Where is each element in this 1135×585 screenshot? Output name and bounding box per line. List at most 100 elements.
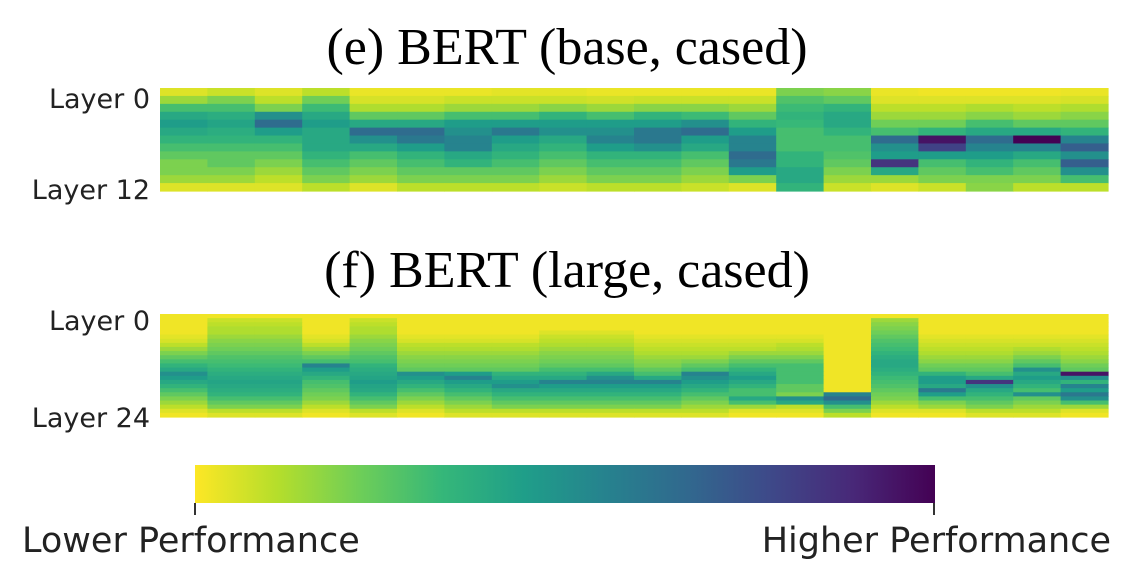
panel-e-cell-l8-c1	[207, 151, 256, 160]
panel-f-cell-l10-c6	[444, 355, 493, 360]
panel-f-cell-l4-c1	[207, 330, 256, 336]
panel-f-cell-l23-c13	[776, 408, 825, 414]
panel-f-cell-l20-c4	[349, 396, 398, 402]
panel-e-cell-l7-c9	[586, 143, 635, 152]
panel-f-cell-l22-c8	[539, 404, 588, 410]
panel-f-cell-l21-c16	[918, 400, 967, 406]
panel-f-cell-l21-c2	[254, 400, 303, 406]
panel-f-cell-l1-c16	[918, 318, 967, 323]
panel-e-cell-l5-c12	[728, 127, 777, 137]
panel-f-cell-l0-c11	[681, 314, 730, 319]
panel-f-cell-l2-c17	[965, 322, 1014, 327]
panel-f-cell-l2-c2	[254, 322, 303, 327]
panel-f-cell-l6-c11	[681, 338, 730, 344]
panel-f-cell-l8-c11	[681, 346, 730, 352]
panel-f-cell-l3-c4	[349, 326, 398, 332]
panel-f-cell-l19-c13	[776, 392, 825, 397]
panel-f-cell-l16-c0	[160, 379, 208, 385]
panel-f-cell-l11-c14	[823, 359, 872, 365]
panel-f-cell-l14-c10	[634, 371, 682, 377]
panel-e-cell-l7-c4	[349, 143, 398, 152]
panel-f-cell-l24-c5	[397, 412, 445, 418]
panel-e-cell-l12-c1	[207, 183, 256, 192]
panel-e-cell-l3-c9	[586, 111, 635, 121]
panel-f-cell-l12-c5	[397, 363, 445, 369]
panel-f-cell-l18-c9	[586, 388, 635, 393]
panel-f-cell-l21-c19	[1060, 400, 1109, 406]
panel-f-cell-l8-c0	[160, 346, 208, 352]
panel-f-cell-l3-c3	[302, 326, 351, 332]
panel-f-cell-l10-c9	[586, 355, 635, 360]
panel-f-cell-l5-c15	[871, 334, 919, 340]
panel-e-cell-l0-c13	[776, 88, 825, 97]
panel-e-cell-l3-c19	[1060, 111, 1109, 121]
panel-f-cell-l0-c17	[965, 314, 1014, 319]
panel-e-cell-l1-c7	[491, 95, 540, 105]
panel-f-cell-l12-c16	[918, 363, 967, 369]
panel-f-cell-l22-c10	[634, 404, 682, 410]
panel-e-cell-l10-c6	[444, 167, 493, 176]
panel-f-cell-l3-c11	[681, 326, 730, 332]
panel-e-cell-l7-c1	[207, 143, 256, 152]
panel-e-cell-l6-c18	[1013, 135, 1062, 145]
panel-f-cell-l17-c19	[1060, 384, 1109, 389]
panel-e-cell-l6-c3	[302, 135, 351, 145]
panel-f-cell-l7-c6	[444, 342, 493, 348]
panel-f-cell-l23-c15	[871, 408, 919, 414]
panel-f-cell-l0-c16	[918, 314, 967, 319]
panel-f-cell-l15-c10	[634, 375, 682, 381]
panel-f-cell-l11-c2	[254, 359, 303, 365]
panel-e-cell-l10-c8	[539, 167, 588, 176]
panel-f-cell-l23-c6	[444, 408, 493, 414]
panel-e-cell-l1-c11	[681, 95, 730, 105]
panel-e-cell-l0-c3	[302, 88, 351, 97]
panel-f-cell-l4-c9	[586, 330, 635, 336]
panel-f-cell-l11-c13	[776, 359, 825, 365]
panel-e-cell-l5-c11	[681, 127, 730, 137]
panel-e-cell-l2-c19	[1060, 103, 1109, 113]
panel-f-cell-l18-c16	[918, 388, 967, 393]
panel-f-ylabel-top: Layer 0	[49, 306, 150, 337]
panel-e-cell-l0-c6	[444, 88, 493, 97]
panel-f-cell-l8-c5	[397, 346, 445, 352]
panel-e-cell-l5-c1	[207, 127, 256, 137]
panel-e-cell-l6-c13	[776, 135, 825, 145]
panel-f-cell-l3-c17	[965, 326, 1014, 332]
panel-e-cell-l1-c9	[586, 95, 635, 105]
panel-f-cell-l22-c4	[349, 404, 398, 410]
panel-f-cell-l2-c7	[491, 322, 540, 327]
panel-f-cell-l18-c6	[444, 388, 493, 393]
panel-f-cell-l9-c3	[302, 351, 351, 356]
panel-f-cell-l16-c19	[1060, 379, 1109, 385]
panel-f-cell-l13-c9	[586, 367, 635, 373]
panel-f-cell-l10-c12	[728, 355, 777, 360]
panel-f-cell-l19-c3	[302, 392, 351, 397]
panel-f-cell-l10-c5	[397, 355, 445, 360]
panel-e-cell-l6-c2	[254, 135, 303, 145]
panel-f-cell-l4-c18	[1013, 330, 1062, 336]
panel-e-cell-l4-c18	[1013, 119, 1062, 129]
panel-f-cell-l3-c6	[444, 326, 493, 332]
panel-f-cell-l16-c18	[1013, 379, 1062, 385]
panel-f-cell-l14-c9	[586, 371, 635, 377]
panel-f-cell-l5-c1	[207, 334, 256, 340]
panel-f-cell-l3-c14	[823, 326, 872, 332]
panel-e-cell-l4-c13	[776, 119, 825, 129]
panel-f-cell-l13-c16	[918, 367, 967, 373]
panel-f-cell-l1-c12	[728, 318, 777, 323]
panel-f-cell-l0-c4	[349, 314, 398, 319]
panel-f-cell-l8-c4	[349, 346, 398, 352]
panel-f-cell-l16-c12	[728, 379, 777, 385]
panel-f-cell-l18-c18	[1013, 388, 1062, 393]
panel-f-cell-l11-c6	[444, 359, 493, 365]
panel-f-cell-l16-c8	[539, 379, 588, 385]
panel-f-cell-l8-c6	[444, 346, 493, 352]
panel-e-cell-l4-c19	[1060, 119, 1109, 129]
panel-f-cell-l9-c11	[681, 351, 730, 356]
panel-f-title: (f) BERT (large, cased)	[324, 242, 810, 299]
panel-f-cell-l2-c0	[160, 322, 208, 327]
panel-f-cell-l13-c11	[681, 367, 730, 373]
panel-e-cell-l8-c3	[302, 151, 351, 160]
panel-f-cell-l16-c6	[444, 379, 493, 385]
panel-f-cell-l11-c0	[160, 359, 208, 365]
